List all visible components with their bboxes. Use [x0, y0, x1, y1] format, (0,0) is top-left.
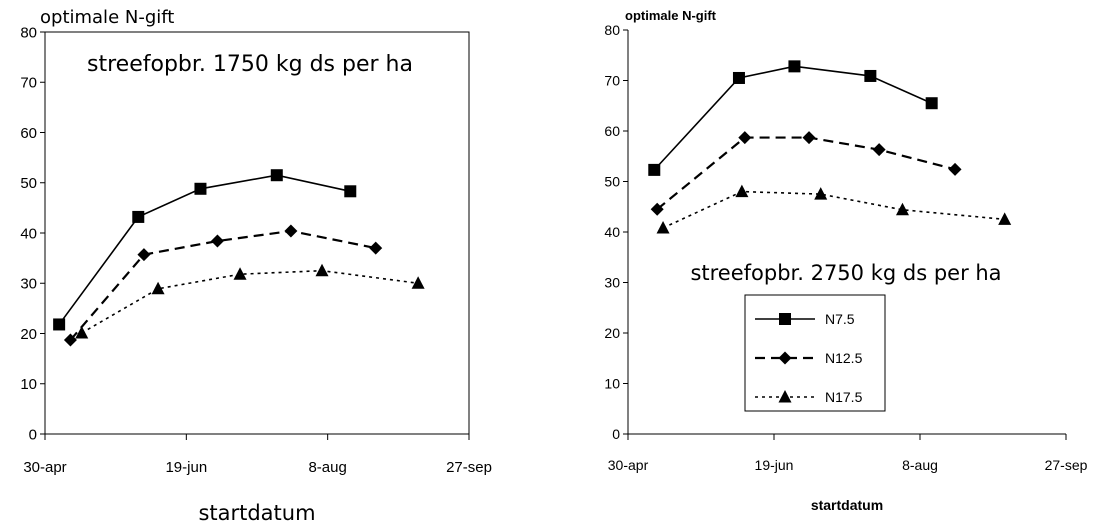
chart-1: 0 10 20 30 40 50 60 70 80 30-apr 19-jun 8-aug 27-sep… [20, 7, 492, 524]
series-line [662, 190, 1005, 229]
y-tick-label: 70 [20, 75, 37, 92]
series-n12-5 [650, 131, 962, 216]
legend-label: N7.5 [825, 311, 855, 327]
square-marker [788, 60, 801, 73]
diamond-marker [948, 162, 962, 176]
square-marker [132, 210, 145, 223]
y-tick-label: 50 [20, 175, 37, 192]
x-tick-label: 30-apr [608, 457, 649, 473]
diamond-marker [137, 248, 151, 262]
legend-label: N12.5 [825, 350, 863, 366]
legend-square-marker [779, 313, 791, 325]
y-axis-label: optimale N-gift [40, 7, 174, 28]
triangle-marker [315, 263, 329, 277]
triangle-marker [998, 212, 1012, 225]
diamond-marker [63, 333, 77, 347]
series-1 [53, 169, 357, 331]
diamond-marker [650, 202, 664, 216]
series-line [69, 229, 376, 341]
y-tick-label: 60 [604, 123, 620, 139]
series-n17-5 [656, 184, 1012, 234]
x-tick-label: 8-aug [308, 459, 346, 476]
y-axis-label: optimale N-gift [625, 8, 717, 23]
series-n7-5 [648, 60, 938, 176]
diamond-marker [210, 234, 224, 248]
y-tick-label: 20 [20, 326, 37, 343]
plot-frame [44, 31, 470, 435]
series-2 [63, 224, 383, 347]
legend-diamond-marker [778, 351, 792, 365]
y-tick-label: 80 [604, 22, 620, 38]
y-tick-label: 80 [20, 24, 37, 41]
y-tick-label: 30 [604, 275, 620, 291]
y-tick-label: 0 [612, 426, 620, 442]
triangle-marker [814, 187, 828, 200]
square-marker [270, 169, 283, 182]
y-tick-label: 0 [29, 426, 37, 443]
chart-2: 0 10 20 30 40 50 60 70 80 30-apr 19-jun 8-aug 27-sep… [604, 8, 1087, 513]
triangle-marker [411, 276, 425, 289]
y-tick-label: 10 [20, 376, 37, 393]
legend-triangle-marker [778, 390, 792, 403]
y-tick-label: 70 [604, 73, 620, 89]
diamond-marker [738, 131, 752, 145]
y-tick-label: 40 [604, 224, 620, 240]
chart-annotation: streefopbr. 2750 kg ds per ha [690, 261, 1001, 285]
triangle-marker [233, 267, 247, 280]
triangle-marker [656, 220, 670, 234]
square-marker [732, 71, 745, 84]
legend: N7.5 N12.5 N17.5 [744, 294, 886, 412]
x-tick-label: 19-jun [755, 457, 794, 473]
diamond-marker [369, 241, 383, 255]
y-tick-label: 40 [20, 225, 37, 242]
legend-label: N17.5 [825, 389, 863, 405]
square-marker [648, 163, 661, 176]
triangle-marker [735, 184, 749, 198]
square-marker [344, 185, 357, 198]
series-line [81, 269, 419, 334]
x-axis-label: startdatum [198, 501, 315, 524]
series-3 [75, 263, 425, 339]
y-tick-label: 10 [604, 376, 620, 392]
series-line [653, 65, 933, 171]
square-marker [864, 69, 877, 82]
diamond-marker [284, 224, 298, 238]
x-tick-label: 8-aug [902, 457, 938, 473]
x-tick-label: 19-jun [165, 459, 207, 476]
x-tick-label: 30-apr [23, 459, 66, 476]
diamond-marker [872, 143, 886, 157]
y-tick-label: 20 [604, 325, 620, 341]
y-tick-label: 60 [20, 125, 37, 142]
square-marker [925, 97, 938, 110]
x-axis-label: startdatum [811, 497, 883, 513]
triangle-marker [75, 325, 89, 339]
x-tick-label: 27-sep [446, 459, 492, 476]
triangle-marker [151, 281, 165, 295]
legend-box [744, 294, 886, 412]
y-tick-label: 50 [604, 174, 620, 190]
diamond-marker [802, 131, 816, 145]
square-marker [53, 318, 66, 331]
chart-annotation: streefopbr. 1750 kg ds per ha [87, 52, 413, 77]
square-marker [194, 182, 207, 195]
series-line [656, 136, 956, 211]
y-tick-label: 30 [20, 276, 37, 293]
triangle-marker [895, 202, 909, 216]
x-tick-label: 27-sep [1045, 457, 1088, 473]
